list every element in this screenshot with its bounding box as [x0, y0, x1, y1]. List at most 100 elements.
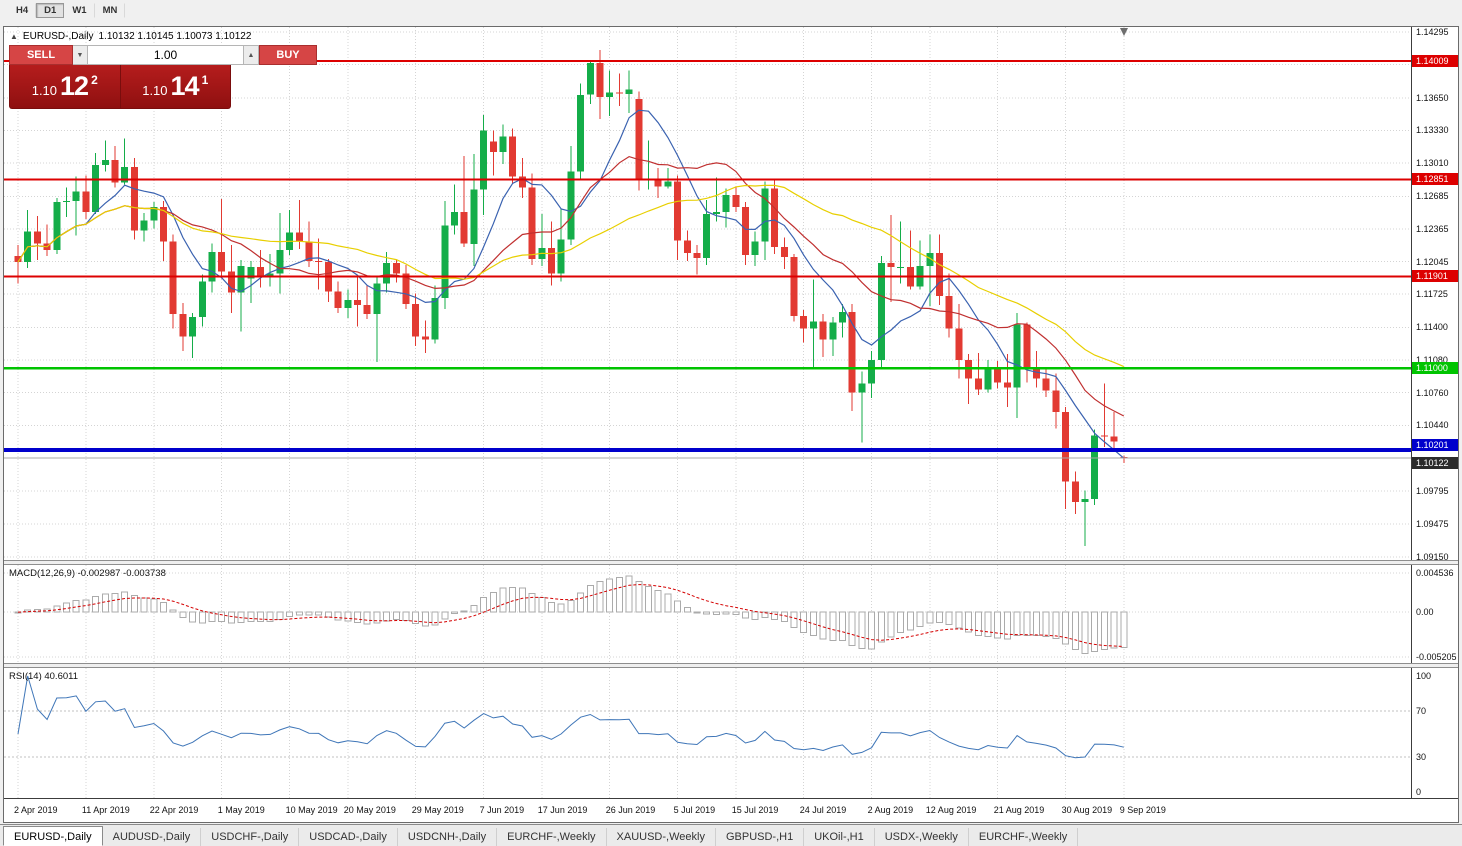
bid-prefix: 1.10 [31, 83, 58, 98]
buy-button[interactable]: BUY [259, 45, 317, 65]
price-tag-1.14009: 1.14009 [1412, 55, 1458, 68]
date-label: 5 Jul 2019 [673, 805, 716, 815]
price-chart-pane[interactable]: ▲ EURUSD-,Daily 1.10132 1.10145 1.10073 … [4, 27, 1411, 560]
price-tick-label: 1.09150 [1416, 552, 1449, 562]
date-label: 24 Jul 2019 [799, 805, 847, 815]
timeframe-button-w1[interactable]: W1 [64, 3, 95, 18]
macd-indicator-svg [4, 565, 1411, 663]
macd-scale-label: -0.005205 [1416, 652, 1457, 662]
one-click-trading-panel: SELL ▼ ▲ BUY 1.10 12 2 1.10 14 1 [9, 45, 317, 109]
ma-line-slow[interactable] [17, 184, 1125, 368]
symbol-tab-usdx-weekly[interactable]: USDX-,Weekly [875, 828, 969, 846]
date-label: 7 Jun 2019 [479, 805, 525, 815]
timeframe-button-h4[interactable]: H4 [8, 3, 37, 18]
volume-input[interactable] [88, 45, 244, 65]
volume-decrease-button[interactable]: ▼ [73, 45, 88, 65]
price-tag-1.11000: 1.11000 [1412, 362, 1458, 375]
symbol-tab-xauusd-weekly[interactable]: XAUUSD-,Weekly [607, 828, 716, 846]
date-label: 9 Sep 2019 [1119, 805, 1166, 815]
pane-divider[interactable] [4, 560, 1458, 565]
volume-increase-button[interactable]: ▲ [244, 45, 259, 65]
symbol-tab-eurchf-weekly[interactable]: EURCHF-,Weekly [969, 828, 1079, 846]
ask-pips: 14 [170, 71, 200, 101]
price-tick-label: 1.11400 [1416, 322, 1448, 333]
date-label: 26 Jun 2019 [605, 805, 656, 815]
macd-scale-label: 0.00 [1416, 607, 1434, 618]
sell-button[interactable]: SELL [9, 45, 73, 65]
pane-divider[interactable] [4, 663, 1458, 668]
bid-ask-display: 1.10 12 2 1.10 14 1 [9, 65, 231, 109]
date-label: 12 Aug 2019 [925, 805, 977, 815]
price-tick-label: 1.13010 [1416, 158, 1449, 169]
price-tag-1.12851: 1.12851 [1412, 173, 1458, 186]
symbol-tab-usdcad-daily[interactable]: USDCAD-,Daily [299, 828, 398, 846]
symbol-tab-usdcnh-daily[interactable]: USDCNH-,Daily [398, 828, 498, 846]
rsi-scale-label: 70 [1416, 705, 1427, 716]
date-label: 11 Apr 2019 [81, 805, 130, 815]
date-label: 15 Jul 2019 [731, 805, 779, 815]
date-label: 20 May 2019 [343, 805, 396, 815]
ask-fraction: 1 [201, 72, 209, 87]
price-tick-label: 1.11080 [1416, 355, 1448, 366]
timeframe-toolbar: H4 D1 W1 MN [0, 0, 1462, 29]
moving-averages [17, 109, 1125, 459]
price-tick-label: 1.13650 [1416, 92, 1449, 103]
symbol-tab-eurusd-daily[interactable]: EURUSD-,Daily [3, 826, 103, 846]
ma-line-fast[interactable] [17, 109, 1125, 459]
symbol-tab-gbpusd-h1[interactable]: GBPUSD-,H1 [716, 828, 805, 846]
price-tick-label: 1.12685 [1416, 191, 1449, 202]
buy-price-display[interactable]: 1.10 14 1 [119, 65, 231, 108]
rsi-grid [17, 668, 1125, 798]
chart-area: ▲ EURUSD-,Daily 1.10132 1.10145 1.10073 … [3, 26, 1459, 823]
price-tag-1.11901: 1.11901 [1412, 270, 1458, 283]
date-label: 10 May 2019 [285, 805, 338, 815]
symbol-tab-usdchf-daily[interactable]: USDCHF-,Daily [201, 828, 300, 846]
price-tick-label: 1.12365 [1416, 223, 1449, 234]
price-tick-label: 1.14295 [1416, 27, 1449, 37]
symbol-tabbar: EURUSD-,Daily AUDUSD-,Daily USDCHF-,Daily U… [0, 824, 1462, 846]
rsi-label: RSI(14) 40.6011 [9, 671, 79, 682]
chart-shift-marker[interactable] [1120, 28, 1128, 36]
bid-fraction: 2 [91, 72, 98, 87]
rsi-indicator-pane[interactable]: RSI(14) 40.6011 [4, 668, 1411, 798]
date-label: 17 Jun 2019 [537, 805, 588, 815]
chart-title: ▲ EURUSD-,Daily 1.10132 1.10145 1.10073 … [10, 31, 251, 42]
ask-prefix: 1.10 [142, 83, 168, 98]
date-label: 30 Aug 2019 [1061, 805, 1113, 815]
symbol-tab-eurchf-weekly[interactable]: EURCHF-,Weekly [497, 828, 607, 846]
symbol-tab-audusd-daily[interactable]: AUDUSD-,Daily [103, 828, 202, 846]
rsi-line [17, 675, 1124, 759]
rsi-scale-label: 100 [1416, 671, 1432, 681]
symbol-tab-ukoil-h1[interactable]: UKOil-,H1 [804, 828, 875, 846]
bid-pips: 12 [60, 71, 89, 101]
one-click-collapse-icon[interactable]: ▲ [10, 31, 18, 41]
price-tag-1.10201: 1.10201 [1412, 438, 1458, 451]
macd-histogram [14, 575, 1128, 654]
ma-line-mid[interactable] [17, 155, 1125, 417]
chart-title-ohlc: 1.10132 1.10145 1.10073 1.10122 [98, 31, 252, 42]
sell-price-display[interactable]: 1.10 12 2 [10, 65, 120, 108]
rsi-levels [4, 710, 1411, 758]
price-scale[interactable]: 1.14295 1.13650 1.13330 1.13010 1.12685 1.123… [1411, 27, 1458, 798]
trade-controls-row: SELL ▼ ▲ BUY [9, 45, 317, 65]
rsi-scale-label: 0 [1416, 787, 1422, 797]
price-tick-label: 1.10440 [1416, 420, 1449, 431]
date-label: 21 Aug 2019 [993, 805, 1045, 815]
date-label: 22 Apr 2019 [149, 805, 199, 815]
price-tick-label: 1.09475 [1416, 518, 1449, 529]
macd-label: MACD(12,26,9) -0.002987 -0.003738 [9, 568, 166, 579]
chart-title-symbol: EURUSD-,Daily [22, 31, 94, 42]
timeframe-button-d1[interactable]: D1 [36, 3, 65, 18]
macd-indicator-pane[interactable]: MACD(12,26,9) -0.002987 -0.003738 [4, 565, 1411, 663]
candlestick-series [14, 49, 1128, 546]
date-label: 1 May 2019 [217, 805, 265, 815]
price-tick-label: 1.10760 [1416, 387, 1449, 398]
rsi-indicator-svg [4, 668, 1411, 798]
date-label: 2 Aug 2019 [867, 805, 914, 815]
price-tick-label: 1.09795 [1416, 486, 1449, 497]
timeframe-button-mn[interactable]: MN [95, 3, 126, 18]
macd-scale-label: 0.004536 [1416, 568, 1454, 578]
price-tick-label: 1.11725 [1416, 289, 1448, 300]
time-scale[interactable]: 2 Apr 2019 11 Apr 2019 22 Apr 2019 1 May 20… [4, 798, 1458, 822]
